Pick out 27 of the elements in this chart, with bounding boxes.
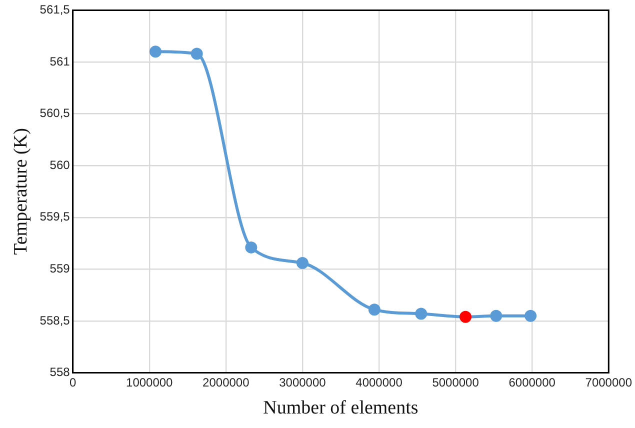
y-tick-label: 558,5 <box>40 313 70 328</box>
x-tick-label: 5000000 <box>432 375 480 390</box>
point <box>460 310 472 323</box>
point <box>245 241 258 254</box>
point <box>190 48 203 60</box>
y-axis-title: Temperature (K) <box>10 128 32 255</box>
x-tick-label: 3000000 <box>279 375 326 390</box>
y-tick-label: 558 <box>50 365 70 380</box>
point <box>296 256 308 269</box>
x-tick-label: 1000000 <box>126 375 174 390</box>
point <box>415 308 428 320</box>
x-tick-label: 0 <box>69 375 76 390</box>
x-tick-label: 7000000 <box>585 375 632 390</box>
x-axis-title: Number of elements <box>263 398 418 419</box>
y-tick-label: 561,5 <box>40 2 70 17</box>
point <box>524 310 537 322</box>
x-tick-label: 4000000 <box>356 375 403 390</box>
point <box>490 310 502 322</box>
y-tick-label: 561 <box>50 54 70 68</box>
y-tick-label: 560,5 <box>40 106 70 120</box>
point <box>368 304 380 316</box>
y-tick-label: 559,5 <box>40 210 70 224</box>
y-tick-label: 559 <box>50 262 70 276</box>
x-tick-label: 6000000 <box>508 375 556 390</box>
point <box>150 46 162 58</box>
y-tick-label: 560 <box>50 158 70 172</box>
x-tick-label: 2000000 <box>202 375 250 390</box>
